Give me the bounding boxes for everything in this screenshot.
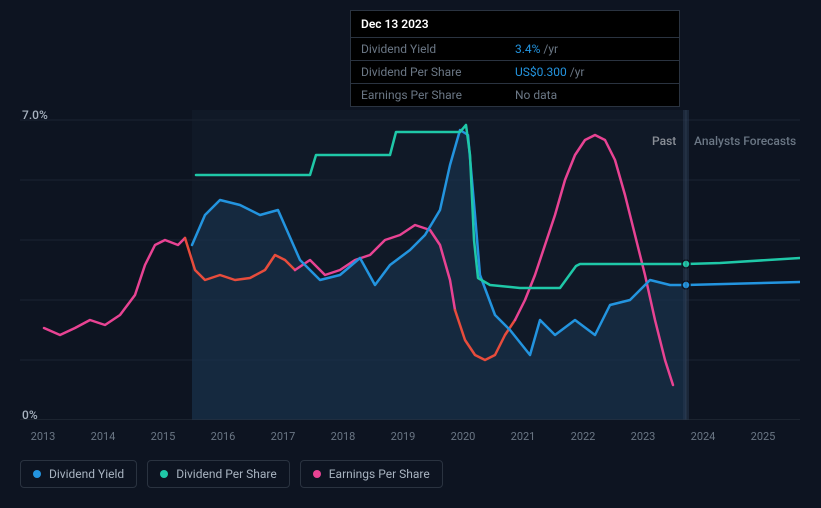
chart-area[interactable] [20,110,800,420]
x-tick: 2015 [151,430,176,443]
legend-label: Dividend Per Share [176,467,277,481]
legend-dot [160,470,168,478]
x-tick: 2018 [331,430,356,443]
legend-label: Dividend Yield [49,467,124,481]
x-tick: 2023 [631,430,656,443]
tooltip-label: Earnings Per Share [361,88,515,102]
x-tick: 2013 [31,430,56,443]
x-axis: 2013 2014 2015 2016 2017 2018 2019 2020 2021 2022… [20,430,800,450]
x-tick: 2021 [511,430,536,443]
tooltip-rows: Dividend Yield3.4% /yrDividend Per Share… [351,38,679,106]
legend-dot [313,470,321,478]
x-tick: 2024 [691,430,716,443]
x-tick: 2022 [571,430,596,443]
tooltip-label: Dividend Yield [361,42,515,56]
tooltip-label: Dividend Per Share [361,65,515,79]
legend-item-earnings-per-share[interactable]: Earnings Per Share [300,460,443,488]
legend-item-dividend-yield[interactable]: Dividend Yield [20,460,137,488]
tooltip-row: Dividend Per ShareUS$0.300 /yr [351,61,679,84]
x-tick: 2025 [751,430,776,443]
legend: Dividend Yield Dividend Per Share Earnings… [20,460,443,488]
tooltip-value: 3.4% /yr [515,42,669,56]
tooltip-row: Dividend Yield3.4% /yr [351,38,679,61]
tooltip-date: Dec 13 2023 [351,11,679,38]
chart-tooltip: Dec 13 2023 Dividend Yield3.4% /yrDivide… [350,10,680,107]
legend-dot [33,470,41,478]
x-tick: 2019 [391,430,416,443]
legend-item-dividend-per-share[interactable]: Dividend Per Share [147,460,290,488]
x-tick: 2020 [451,430,476,443]
tooltip-row: Earnings Per ShareNo data [351,84,679,106]
legend-label: Earnings Per Share [329,467,430,481]
x-tick: 2017 [271,430,296,443]
tooltip-value: US$0.300 /yr [515,65,669,79]
x-tick: 2016 [211,430,236,443]
x-tick: 2014 [91,430,116,443]
chart-svg [20,110,800,420]
tooltip-nodata: No data [515,88,669,102]
